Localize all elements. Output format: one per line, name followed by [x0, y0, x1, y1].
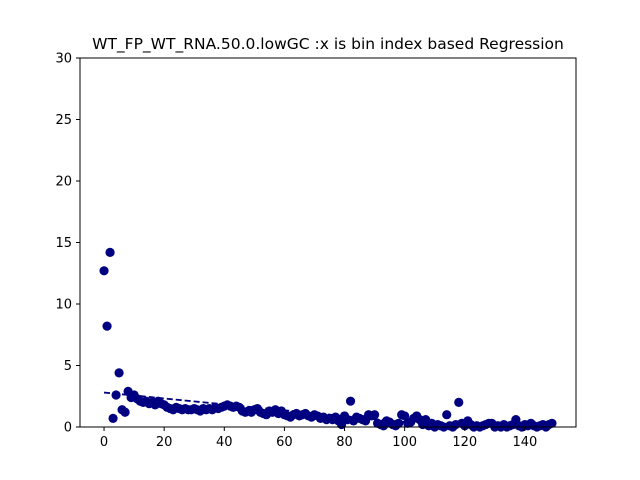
- scatter-point: [108, 413, 118, 423]
- regression-line: [103, 391, 405, 423]
- scatter-point: [454, 397, 464, 407]
- y-tick-label: 15: [55, 236, 72, 251]
- scatter-point: [400, 411, 410, 421]
- chart-title: WT_FP_WT_RNA.50.0.lowGC :x is bin index …: [92, 35, 564, 54]
- scatter-point: [102, 321, 112, 331]
- x-tick-label: 20: [156, 435, 173, 450]
- y-tick-label: 25: [55, 113, 72, 128]
- scatter-point: [369, 410, 380, 420]
- plot-frame: [79, 57, 577, 428]
- y-tick-label: 5: [64, 359, 72, 374]
- y-tick-label: 30: [55, 52, 72, 67]
- x-tick-label: 0: [100, 435, 108, 450]
- scatter-point: [442, 410, 452, 420]
- scatter-point: [547, 418, 557, 428]
- x-tick-label: 120: [452, 435, 477, 450]
- scatter-point: [114, 368, 124, 378]
- x-tick-label: 140: [512, 435, 537, 450]
- scatter-point: [105, 247, 115, 257]
- chart-marks: [99, 247, 557, 432]
- scatter-point: [111, 390, 121, 400]
- y-tick-label: 0: [64, 421, 72, 436]
- scatter-point: [345, 396, 356, 406]
- x-tick-label: 80: [336, 435, 353, 450]
- y-tick-label: 10: [55, 298, 72, 313]
- x-tick-label: 60: [276, 435, 293, 450]
- y-axis: 0 5 10 15 20 25 30: [55, 52, 80, 436]
- scatter-point: [120, 407, 130, 417]
- x-tick-label: 100: [392, 435, 417, 450]
- y-tick-label: 20: [55, 175, 72, 190]
- x-tick-label: 40: [216, 435, 233, 450]
- scatter-point: [99, 266, 109, 276]
- x-axis: 0 20 40 60 80 100 120 140: [100, 427, 537, 450]
